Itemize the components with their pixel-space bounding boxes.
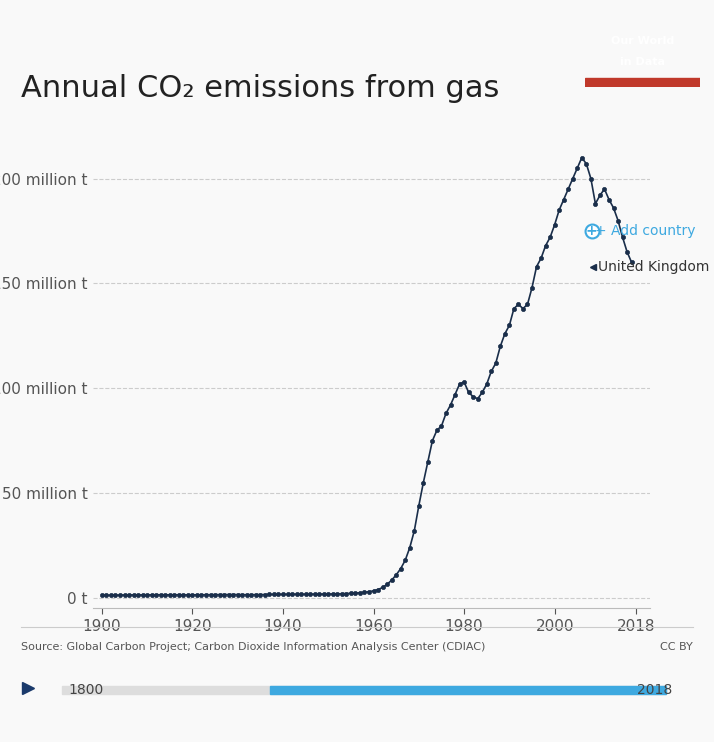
Text: + Add country: + Add country	[595, 224, 696, 238]
Text: 1800: 1800	[69, 683, 104, 697]
Bar	[270, 686, 665, 694]
Text: 2018: 2018	[637, 683, 673, 697]
Text: CC BY: CC BY	[660, 642, 693, 651]
Text: Annual CO₂ emissions from gas: Annual CO₂ emissions from gas	[21, 74, 500, 103]
Text: United Kingdom: United Kingdom	[598, 260, 709, 274]
Bar	[61, 686, 665, 694]
Bar	[585, 79, 700, 87]
Text: Our World: Our World	[611, 36, 674, 46]
Text: Source: Global Carbon Project; Carbon Dioxide Information Analysis Center (CDIAC: Source: Global Carbon Project; Carbon Di…	[21, 642, 486, 651]
Text: in Data: in Data	[620, 57, 665, 67]
Text: +: +	[586, 224, 598, 238]
